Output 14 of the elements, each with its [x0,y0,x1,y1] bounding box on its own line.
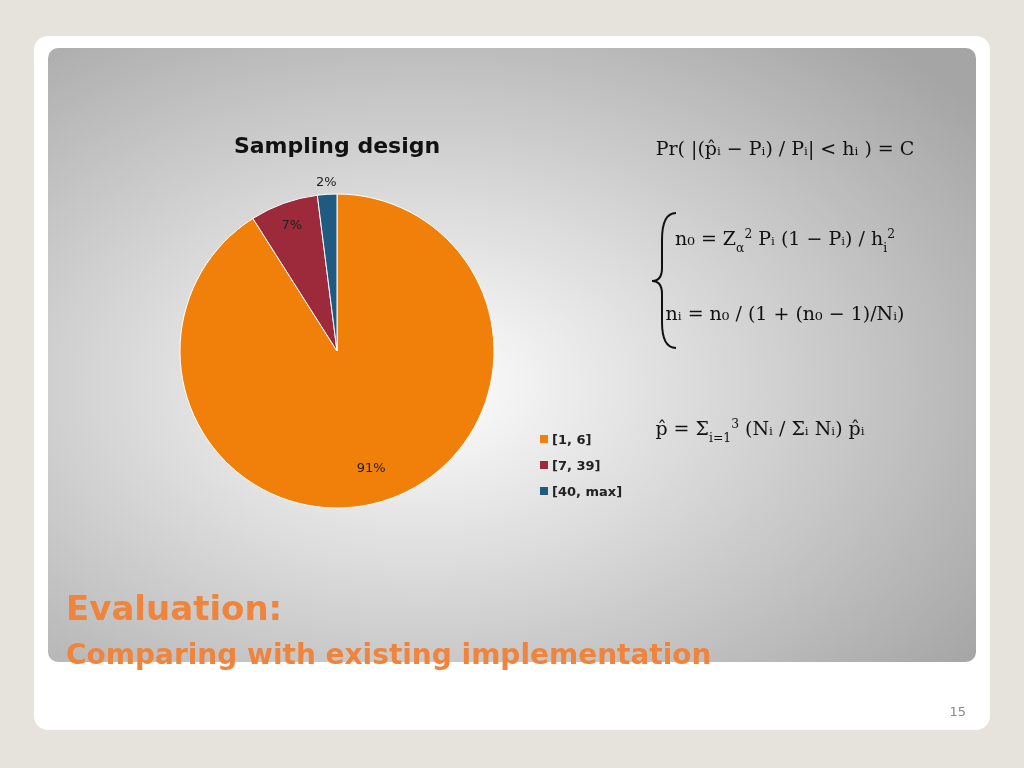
text: p̂ = Σ$_{i=1}$$^{3}$ (Nᵢ / Σᵢ Nᵢ) p̂ᵢ [655,417,865,445]
data-label: 91% [356,460,386,476]
pie-slice [179,193,495,509]
data-label: 7% [281,216,303,232]
legend-label: [1, 6] [552,431,592,447]
text: nᵢ = n₀ / (1 + (n₀ − 1)/Nᵢ) [665,302,905,324]
text: Sampling design [233,133,441,158]
data-label: 2% [316,173,337,189]
text: Pr( |(p̂ᵢ − Pᵢ) / Pᵢ| < hᵢ ) = C [655,137,915,160]
text: Comparing with existing implementation [66,638,712,671]
legend-label: [7, 39] [552,457,601,473]
text: 15 [949,704,966,719]
text: Evaluation: [66,588,283,628]
legend-label: [40, max] [552,483,623,499]
